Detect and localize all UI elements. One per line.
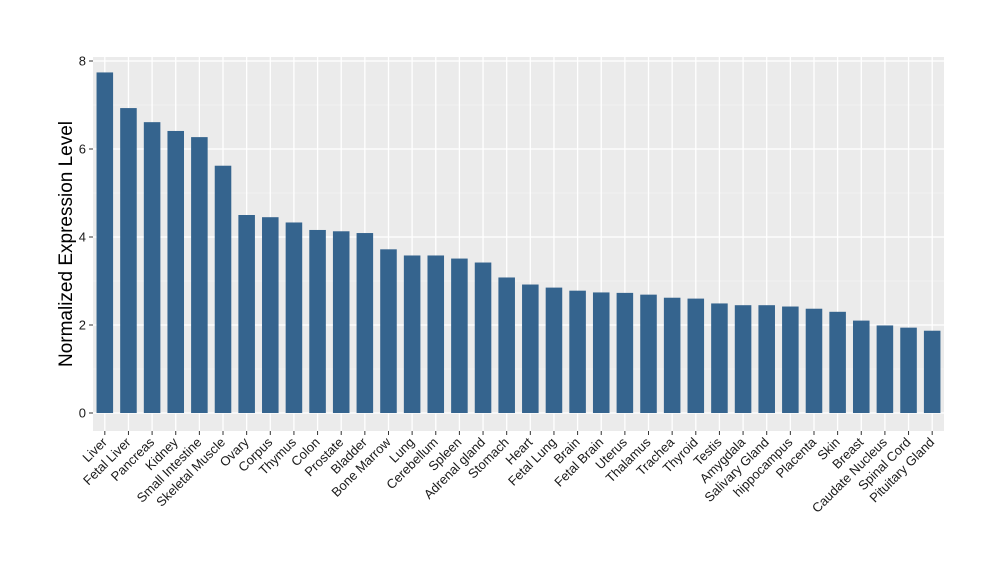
bar <box>522 284 539 413</box>
bar <box>569 290 586 413</box>
y-tick-label: 0 <box>79 406 86 421</box>
bar <box>96 72 114 413</box>
bar <box>734 305 752 413</box>
bar <box>451 258 468 413</box>
y-tick-label: 4 <box>79 230 86 245</box>
bar <box>120 108 137 413</box>
bar <box>687 298 705 413</box>
bar <box>427 255 445 413</box>
y-tick-label: 2 <box>79 318 86 333</box>
bar <box>592 292 610 413</box>
bar <box>356 233 374 413</box>
bar <box>474 262 492 413</box>
bar <box>640 294 657 413</box>
bar <box>663 297 681 413</box>
y-tick-label: 8 <box>79 54 86 69</box>
bar <box>876 325 894 413</box>
bar <box>214 165 232 413</box>
y-axis-title: Normalized Expression Level <box>56 121 77 367</box>
bar <box>805 308 823 413</box>
minor-gridlines <box>93 104 944 370</box>
y-axis: 0 2 4 6 8 <box>79 54 93 421</box>
bar <box>498 277 515 413</box>
bar <box>829 311 846 413</box>
bar <box>238 215 255 413</box>
bar <box>711 303 728 413</box>
bar <box>332 231 350 413</box>
bar <box>380 249 397 413</box>
bar <box>262 217 279 413</box>
bar <box>782 306 799 413</box>
bar <box>923 330 941 413</box>
bar <box>545 287 563 413</box>
bar <box>403 255 421 413</box>
bars <box>96 72 941 413</box>
bar <box>309 229 326 413</box>
bar <box>852 320 870 413</box>
bar <box>143 122 161 413</box>
bar <box>616 292 634 413</box>
bar <box>758 305 775 413</box>
bar <box>191 137 208 413</box>
bar <box>900 327 917 413</box>
y-tick-label: 6 <box>79 142 86 157</box>
bar <box>285 222 303 413</box>
bar <box>167 130 185 413</box>
